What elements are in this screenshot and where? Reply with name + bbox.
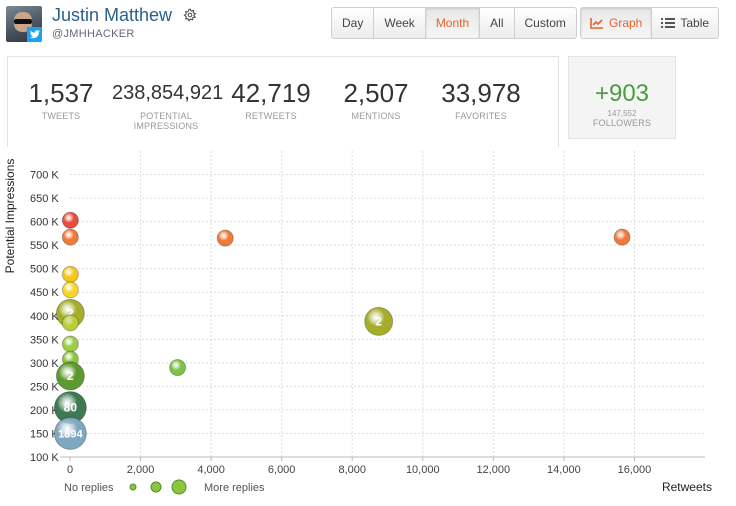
view-selector: Graph Table xyxy=(580,7,720,39)
followers-count: 147,552 xyxy=(607,109,637,118)
grid-layer xyxy=(70,151,705,458)
profile-handle[interactable]: @JMHHACKER xyxy=(52,28,135,40)
legend: No replies More replies xyxy=(64,479,265,495)
point-label: 1894 xyxy=(58,428,83,440)
stat-impressions-label: POTENTIAL IMPRESSIONS xyxy=(133,111,199,131)
y-tick-label: 100 K xyxy=(30,452,59,464)
stat-retweets-label: RETWEETS xyxy=(245,111,297,121)
y-axis-label: Potential Impressions xyxy=(3,159,17,274)
legend-bubble xyxy=(171,479,187,495)
x-tick-label: 0 xyxy=(67,464,73,476)
scatter-point[interactable] xyxy=(216,229,234,247)
x-axis-label: Retweets xyxy=(662,480,712,494)
y-tick-label: 650 K xyxy=(30,193,59,205)
line-chart-icon xyxy=(590,18,603,29)
y-tick-label: 400 K xyxy=(30,311,59,323)
x-tick-label: 2,000 xyxy=(127,464,155,476)
stat-mentions-label: MENTIONS xyxy=(351,111,401,121)
x-tick-label: 8,000 xyxy=(338,464,366,476)
points-layer: 2 2 2 80 1894 xyxy=(53,211,631,450)
stats-panel: 1,537 TWEETS 238,854,921 POTENTIAL IMPRE… xyxy=(7,56,559,147)
stat-mentions[interactable]: 2,507 MENTIONS xyxy=(338,79,414,121)
x-tick-label: 14,000 xyxy=(547,464,581,476)
twitter-bird-icon xyxy=(27,27,42,42)
stat-retweets-value: 42,719 xyxy=(231,78,311,108)
y-tick-label: 500 K xyxy=(30,264,59,276)
y-tick-label: 150 K xyxy=(30,428,59,440)
y-tick-label: 450 K xyxy=(30,287,59,299)
graph-view-label: Graph xyxy=(609,16,643,30)
range-all-button[interactable]: All xyxy=(480,8,515,38)
point-label: 2 xyxy=(67,369,74,383)
legend-bubble xyxy=(150,481,162,493)
x-tick-label: 16,000 xyxy=(618,464,652,476)
badge-icon xyxy=(183,6,197,22)
scatter-point[interactable] xyxy=(61,314,79,332)
range-week-button[interactable]: Week xyxy=(374,8,426,38)
stat-mentions-value: 2,507 xyxy=(343,78,409,108)
stat-tweets-value: 1,537 xyxy=(28,78,94,108)
scatter-point[interactable] xyxy=(61,211,79,229)
avatar-glasses xyxy=(14,19,32,24)
profile-name[interactable]: Justin Matthew xyxy=(52,5,197,26)
scatter-point[interactable] xyxy=(61,228,79,246)
point-label: 80 xyxy=(64,401,78,415)
x-tick-label: 10,000 xyxy=(406,464,440,476)
profile-name-text: Justin Matthew xyxy=(52,5,173,25)
stat-tweets[interactable]: 1,537 TWEETS xyxy=(28,79,94,121)
list-icon xyxy=(661,18,676,28)
stat-impressions-value: 238,854,921 xyxy=(112,82,224,104)
point-label: 2 xyxy=(67,306,74,320)
range-day-button[interactable]: Day xyxy=(332,8,375,38)
stat-retweets[interactable]: 42,719 RETWEETS xyxy=(230,79,312,121)
legend-bubble xyxy=(129,483,137,491)
y-tick-label: 600 K xyxy=(30,217,59,229)
y-tick-label: 300 K xyxy=(30,358,59,370)
range-custom-button[interactable]: Custom xyxy=(524,16,566,30)
legend-left-label: No replies xyxy=(64,482,114,494)
table-view-label: Table xyxy=(680,16,710,30)
y-tick-label: 350 K xyxy=(30,334,59,346)
scatter-point[interactable] xyxy=(61,281,79,299)
followers-label: FOLLOWERS xyxy=(592,118,652,128)
scatter-point[interactable] xyxy=(61,265,79,283)
stat-favorites[interactable]: 33,978 FAVORITES xyxy=(438,79,524,121)
followers-panel[interactable]: +903 147,552 FOLLOWERS xyxy=(568,56,676,139)
point-label: 2 xyxy=(375,314,382,328)
stat-impressions[interactable]: 238,854,921 POTENTIAL IMPRESSIONS xyxy=(112,79,224,131)
y-tick-label: 250 K xyxy=(30,381,59,393)
x-tick-label: 4,000 xyxy=(197,464,225,476)
x-tick-label: 6,000 xyxy=(268,464,296,476)
stat-favorites-label: FAVORITES xyxy=(455,111,507,121)
y-tick-label: 550 K xyxy=(30,240,59,252)
avatar[interactable] xyxy=(6,6,42,42)
range-month-button[interactable]: Month xyxy=(425,8,481,38)
date-range-selector: Day Week Month All Custom xyxy=(331,7,577,39)
table-view-button[interactable]: Table xyxy=(652,8,718,38)
y-tick-label: 200 K xyxy=(30,405,59,417)
scatter-point[interactable] xyxy=(55,361,85,391)
x-tick-label: 12,000 xyxy=(477,464,511,476)
scatter-point[interactable] xyxy=(61,335,79,353)
scatter-point[interactable] xyxy=(53,416,87,450)
axis-layer: 0 2,000 4,000 6,000 8,000 10,000 12,000 14,000 1… xyxy=(30,170,705,476)
stat-favorites-value: 33,978 xyxy=(441,78,521,108)
scatter-point[interactable] xyxy=(364,306,394,336)
followers-delta: +903 xyxy=(594,80,650,107)
legend-right-label: More replies xyxy=(204,482,265,494)
impressions-scatter-chart: 0 2,000 4,000 6,000 8,000 10,000 12,000 14,000 1… xyxy=(3,151,712,495)
y-tick-label: 700 K xyxy=(30,170,59,182)
stat-tweets-label: TWEETS xyxy=(41,111,81,121)
profile-header: Justin Matthew @JMHHACKER Day Week Month… xyxy=(0,0,736,52)
scatter-point[interactable] xyxy=(613,228,631,246)
scatter-point[interactable] xyxy=(169,359,187,377)
graph-view-button[interactable]: Graph xyxy=(581,8,653,38)
